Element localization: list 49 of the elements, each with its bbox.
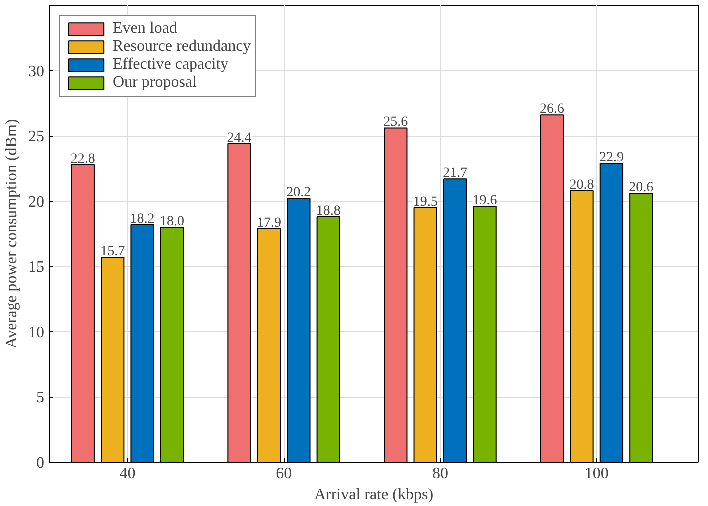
data-label: 24.4 [227, 130, 252, 146]
y-tick-label: 25 [28, 128, 44, 146]
legend-label: Resource redundancy [113, 38, 252, 56]
y-tick-label: 10 [28, 324, 44, 342]
bar [71, 164, 95, 462]
bar [630, 193, 654, 462]
data-label: 19.5 [413, 194, 438, 210]
x-tick-label: 100 [584, 466, 609, 482]
bar [316, 216, 340, 462]
x-axis-title: Arrival rate (kbps) [314, 486, 434, 504]
y-tick-label: 20 [28, 194, 44, 211]
bar [384, 128, 408, 462]
bar [257, 228, 282, 462]
data-label: 20.6 [629, 180, 654, 196]
y-tick-label: 5 [36, 390, 44, 407]
data-label: 18.8 [316, 204, 341, 220]
y-axis-title: Average power consumption (dBm) [4, 119, 20, 349]
bar [600, 162, 624, 462]
data-label: 22.8 [70, 152, 96, 167]
data-label: 26.6 [540, 102, 565, 118]
data-label: 17.9 [256, 216, 282, 231]
bar [570, 190, 594, 462]
data-label: 18.0 [160, 214, 185, 230]
bar [228, 143, 252, 462]
x-tick-label: 60 [276, 466, 292, 482]
data-label: 20.2 [286, 186, 312, 201]
bar [540, 114, 564, 462]
x-tick-label: 40 [120, 466, 136, 482]
y-tick-label: 30 [28, 63, 44, 80]
bar [160, 226, 184, 462]
data-label: 21.7 [443, 166, 468, 182]
data-label: 15.7 [100, 244, 126, 260]
legend-label: Even load [113, 20, 178, 38]
bar [287, 198, 311, 462]
legend-label: Effective capacity [113, 56, 229, 74]
legend-label: Our proposal [113, 74, 197, 92]
data-label: 22.9 [599, 150, 624, 166]
bar [101, 257, 125, 462]
x-tick-label: 80 [432, 466, 448, 482]
bar [414, 207, 438, 462]
bar [130, 224, 154, 462]
bar [443, 178, 468, 462]
bar [473, 206, 497, 462]
y-tick-label: 0 [36, 455, 44, 472]
data-label: 25.6 [384, 115, 408, 130]
data-label: 18.2 [130, 212, 155, 227]
y-tick-label: 15 [28, 259, 44, 276]
data-label: 20.8 [570, 178, 594, 193]
data-label: 19.6 [472, 194, 498, 209]
